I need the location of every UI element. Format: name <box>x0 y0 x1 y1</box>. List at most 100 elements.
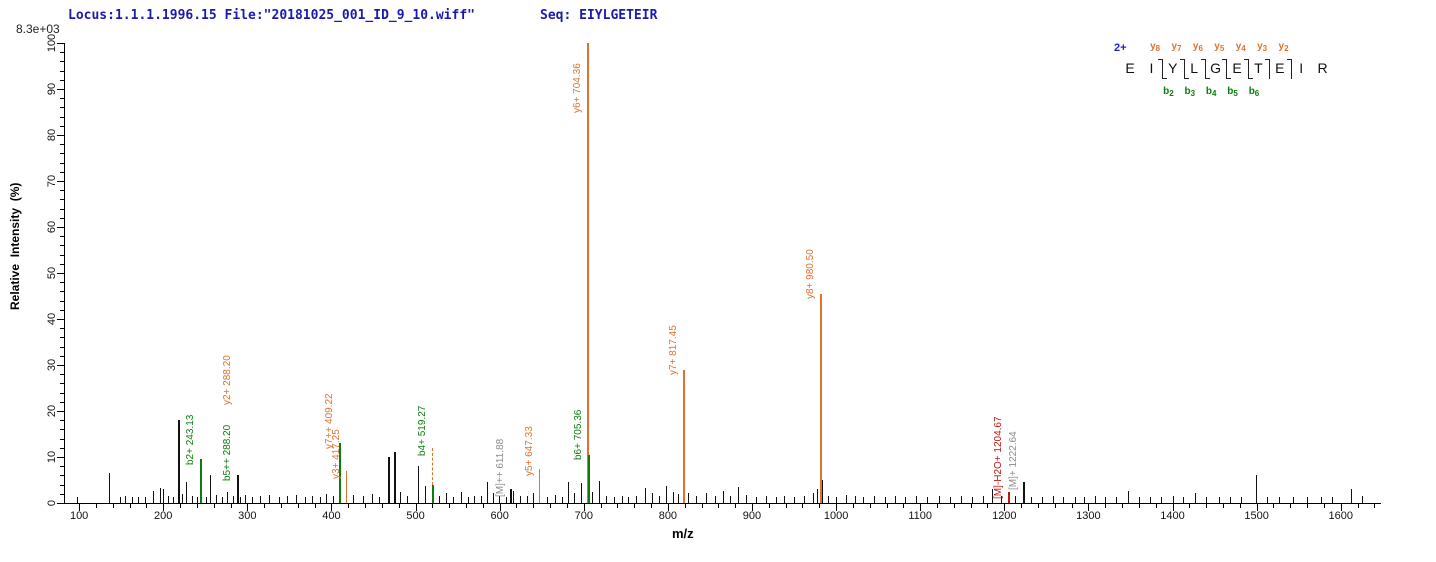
y-tick <box>60 466 64 468</box>
x-tick <box>684 504 686 508</box>
peak-label: b2+ 243.13 <box>184 414 196 465</box>
y-tick <box>60 447 64 449</box>
y-tick <box>60 61 64 63</box>
peak <box>163 489 165 503</box>
y-tick <box>60 208 64 210</box>
y-ion-label: y4 <box>1235 41 1246 53</box>
y-tick <box>60 162 64 164</box>
x-tick <box>953 504 955 508</box>
x-tick-label: 900 <box>742 510 762 522</box>
y-tick <box>57 503 64 504</box>
x-tick <box>550 504 552 508</box>
x-tick <box>1021 504 1023 508</box>
peak <box>76 497 78 503</box>
peak <box>244 495 246 503</box>
peak <box>659 495 661 503</box>
peak-label: y7+ 817.45 <box>667 325 679 375</box>
peak <box>783 495 785 503</box>
peak <box>1241 496 1243 503</box>
y-ion-mark-foot <box>1243 59 1248 60</box>
x-tick <box>920 504 922 511</box>
y-tick <box>60 300 64 302</box>
peak <box>424 486 426 503</box>
y-axis-line <box>64 43 65 503</box>
peak <box>1350 489 1352 503</box>
x-tick <box>1138 504 1140 508</box>
peak <box>312 495 314 503</box>
y-tick <box>60 484 64 486</box>
peak <box>561 497 563 503</box>
y-ion-mark-foot <box>1222 59 1227 60</box>
b-ion-mark-foot <box>1184 78 1189 79</box>
peak <box>181 493 183 503</box>
residue-letter: I <box>1149 60 1154 76</box>
peak <box>519 496 521 503</box>
fragment-cleavage-mark <box>1290 59 1292 79</box>
peak <box>873 495 875 503</box>
peak <box>371 494 373 503</box>
y-tick-label: 50 <box>46 266 58 280</box>
y-tick <box>57 273 64 274</box>
x-tick <box>365 504 367 508</box>
x-tick <box>1054 504 1056 508</box>
peak <box>1195 493 1197 503</box>
peak <box>1095 496 1097 503</box>
peak <box>481 496 483 503</box>
y-ion-mark-foot <box>1286 59 1291 60</box>
x-tick-label: 700 <box>574 510 593 522</box>
x-tick <box>348 504 350 508</box>
peak <box>533 492 535 503</box>
peak <box>239 496 241 503</box>
peak <box>816 489 818 503</box>
peak <box>730 495 732 503</box>
peak <box>1015 495 1017 503</box>
annotated-peak <box>587 43 590 503</box>
peak <box>173 497 175 503</box>
peak-label: y2+ 288.20 <box>222 355 234 405</box>
x-tick <box>381 504 383 508</box>
x-tick <box>1189 504 1191 508</box>
peak <box>884 497 886 503</box>
peak <box>983 496 985 503</box>
x-tick <box>1239 504 1241 508</box>
peak <box>737 487 739 503</box>
peak <box>573 493 575 503</box>
x-axis-label: m/z <box>672 526 694 541</box>
x-tick <box>247 504 249 511</box>
peak <box>794 496 796 503</box>
peak <box>645 487 647 503</box>
peak <box>1127 491 1129 503</box>
x-tick <box>1222 504 1224 508</box>
peak <box>635 496 637 503</box>
x-tick <box>768 504 770 508</box>
x-tick <box>819 504 821 508</box>
x-tick <box>566 504 568 508</box>
y-tick <box>57 411 64 412</box>
peak <box>159 488 161 503</box>
x-tick <box>533 504 535 508</box>
peak <box>938 496 940 503</box>
y-tick <box>60 291 64 293</box>
peak <box>960 495 962 503</box>
b-ion-label: b2 <box>1163 86 1174 98</box>
x-tick <box>617 504 619 508</box>
peak <box>527 495 529 503</box>
x-axis-line <box>64 503 1382 504</box>
peak <box>227 492 229 503</box>
peak <box>1149 496 1151 503</box>
b-ion-label: b5 <box>1227 86 1238 98</box>
y-tick <box>57 43 64 44</box>
fragment-cleavage-mark <box>1247 59 1249 79</box>
peak <box>775 497 777 503</box>
peak <box>991 488 993 503</box>
y-tick <box>60 420 64 422</box>
y-tick <box>60 98 64 100</box>
x-tick <box>1155 504 1157 508</box>
peak-label: y3+ 417.25 <box>330 428 342 479</box>
y-tick <box>60 475 64 477</box>
peak <box>863 497 864 503</box>
peak <box>766 496 768 503</box>
x-tick <box>634 504 636 508</box>
y-tick <box>60 236 64 238</box>
annotated-peak <box>237 475 240 503</box>
